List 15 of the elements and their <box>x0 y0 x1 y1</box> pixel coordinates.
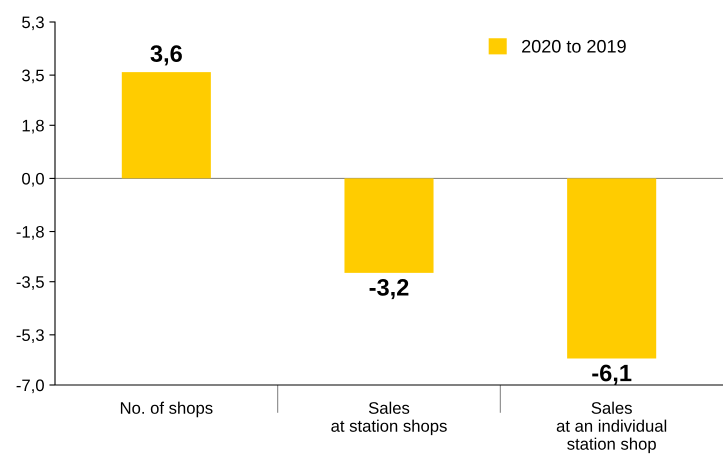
y-tick-label: -1,8 <box>16 226 44 240</box>
x-tick-label: Sales at station shops <box>331 402 447 436</box>
y-tick-label: -3,5 <box>16 276 44 290</box>
data-label: -3,2 <box>370 279 408 300</box>
x-tick-label: Sales at an individual station shop <box>556 402 666 454</box>
data-label: -6,1 <box>592 364 632 385</box>
x-tick-label: No. of shops <box>120 402 213 418</box>
legend-label: 2020 to 2019 <box>522 40 626 53</box>
y-tick-label: -7,0 <box>16 379 44 394</box>
y-tick-label: 0,0 <box>22 172 44 187</box>
y-tick-label: 3,5 <box>22 70 44 84</box>
y-tick-label: 5,3 <box>22 16 44 30</box>
data-label: 3,6 <box>150 45 182 66</box>
y-tick-label: 1,8 <box>22 120 44 134</box>
y-tick-label: -5,3 <box>16 329 44 343</box>
